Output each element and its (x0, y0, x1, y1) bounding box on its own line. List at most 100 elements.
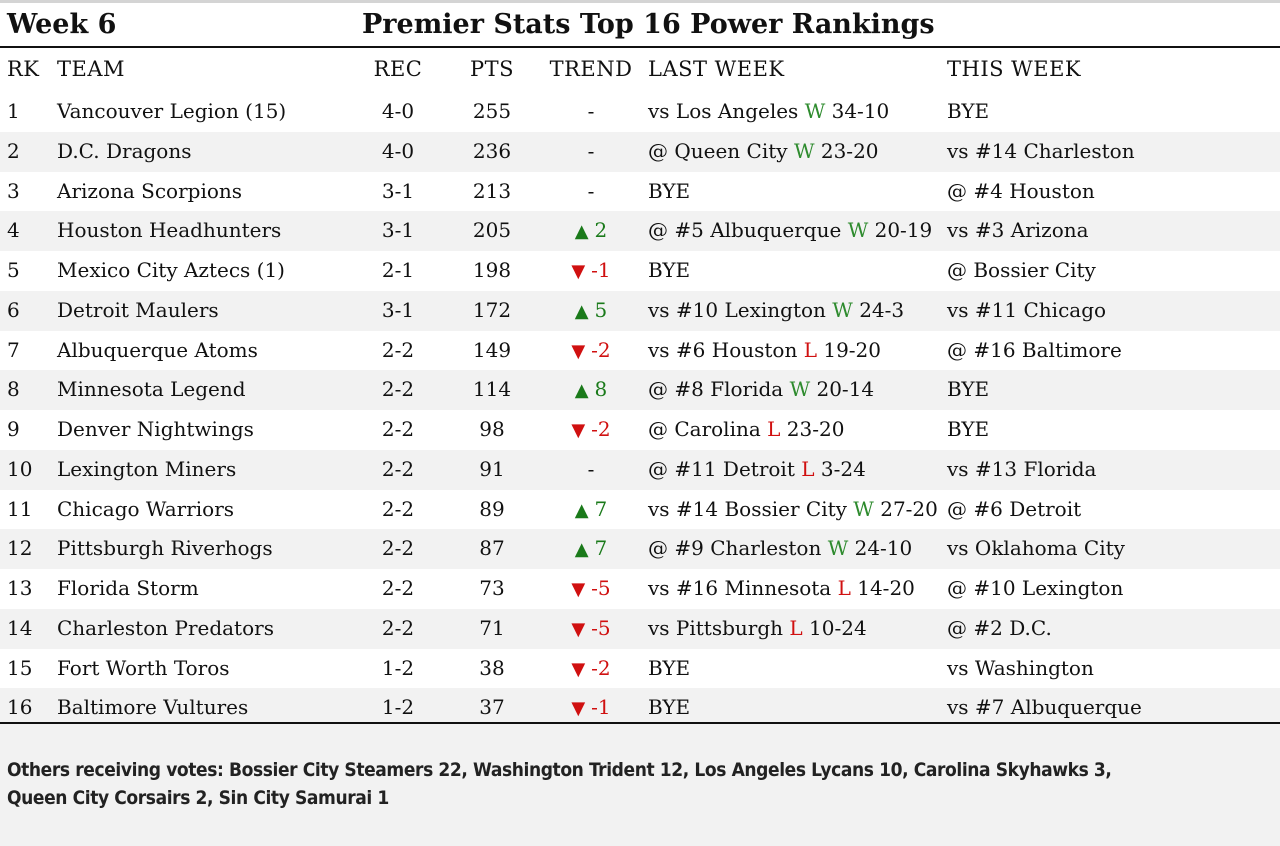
week-label: Week 6 (7, 9, 117, 40)
win-marker: W (793, 138, 815, 163)
record-cell: 1-2 (381, 695, 415, 720)
trend-value: -5 (591, 615, 611, 640)
rankings-table-body: 1 Vancouver Legion (15) 4-0 255- vs Los Ange… (0, 92, 1280, 728)
trend-cell: ▲ 5 (545, 291, 637, 332)
last-week-score: 24-10 (848, 536, 913, 561)
this-week-cell: vs Washington (947, 655, 1094, 680)
trend-value: -2 (591, 417, 611, 441)
points-cell: 198 (472, 258, 512, 282)
this-week-cell: @ #2 D.C. (947, 615, 1052, 640)
trend-cell: - (545, 132, 637, 172)
last-week-score: 24-3 (852, 297, 905, 322)
points-cell: 213 (472, 178, 512, 203)
record-cell: 3-1 (381, 297, 415, 322)
team-cell: Denver Nightwings (57, 417, 254, 441)
rank-cell: 1 (7, 99, 20, 123)
last-week-score: 3-24 (814, 456, 866, 481)
table-row: 3 Arizona Scorpions 3-1 213 - BYE @ #4 Houston (0, 172, 1280, 212)
points-cell: 255 (472, 99, 512, 123)
loss-marker: L (767, 417, 781, 441)
last-week-opponent: BYE (648, 178, 691, 203)
trend-value: -2 (591, 655, 611, 680)
win-marker: W (847, 218, 869, 243)
triangle-down-icon: ▼ (571, 618, 586, 640)
last-week-cell: BYE (648, 251, 690, 291)
trend-cell: - (545, 92, 637, 132)
trend-cell: ▲ 7 (545, 529, 637, 570)
header-points: PTS (469, 57, 515, 81)
points-cell: 236 (472, 138, 512, 163)
record-cell: 2-2 (381, 496, 415, 521)
table-row: 5 Mexico City Aztecs (1) 2-1 198 ▼ -1 BYE @ Bos… (0, 251, 1280, 291)
points-cell: 71 (479, 615, 505, 640)
trend-value: - (587, 138, 595, 163)
footer: Others receiving votes: Bossier City Ste… (0, 724, 1280, 846)
team-cell: Chicago Warriors (57, 496, 235, 521)
last-week-opponent: vs #14 Bossier City (648, 496, 854, 521)
rank-cell: 9 (7, 417, 20, 441)
last-week-opponent: @ #8 Florida (648, 377, 790, 402)
rank-cell: 6 (7, 297, 20, 322)
trend-value: - (587, 99, 595, 123)
this-week-cell: vs Oklahoma City (947, 536, 1125, 561)
last-week-opponent: @ #9 Charleston (648, 536, 828, 561)
team-cell: Charleston Predators (57, 615, 274, 640)
title-divider (0, 46, 1280, 48)
loss-marker: L (789, 615, 803, 640)
footer-line-1: Others receiving votes: Bossier City Ste… (7, 759, 1112, 781)
table-row: 9 Denver Nightwings 2-2 98 ▼ -2 @ Carolina L 2… (0, 410, 1280, 450)
trend-cell: ▼ -5 (545, 569, 637, 610)
triangle-up-icon: ▲ (574, 499, 589, 521)
this-week-cell: BYE (947, 99, 990, 123)
last-week-score: 10-24 (802, 615, 867, 640)
triangle-down-icon: ▼ (571, 340, 586, 362)
header-this-week: THIS WEEK (947, 57, 1082, 81)
trend-cell: ▼ -2 (545, 410, 637, 451)
rank-cell: 11 (7, 496, 33, 521)
rank-cell: 7 (7, 337, 20, 362)
this-week-cell: vs #13 Florida (947, 456, 1097, 481)
trend-cell: ▼ -2 (545, 649, 637, 690)
trend-value: 2 (594, 218, 608, 243)
header-last-week: LAST WEEK (648, 57, 785, 81)
points-cell: 149 (472, 337, 512, 362)
last-week-cell: @ Carolina L 23-20 (648, 410, 844, 450)
trend-cell: ▼ -2 (545, 331, 637, 372)
last-week-cell: vs Los Angeles W 34-10 (648, 92, 889, 132)
points-cell: 38 (479, 655, 505, 680)
rank-cell: 13 (7, 576, 33, 600)
last-week-cell: BYE (648, 649, 690, 689)
this-week-cell: @ #6 Detroit (947, 496, 1082, 521)
table-row: 4 Houston Headhunters 3-1 205 ▲ 2 @ #5 Albuque… (0, 211, 1280, 251)
points-cell: 73 (479, 576, 505, 600)
triangle-down-icon: ▼ (571, 658, 586, 680)
last-week-score: 23-20 (814, 138, 879, 163)
trend-cell: - (545, 172, 637, 212)
win-marker: W (804, 99, 826, 123)
last-week-cell: vs #6 Houston L 19-20 (648, 331, 881, 371)
points-cell: 205 (472, 218, 512, 243)
record-cell: 2-2 (381, 456, 415, 481)
last-week-opponent: BYE (648, 695, 691, 720)
top-rule (0, 0, 1280, 3)
trend-value: 7 (594, 496, 608, 521)
win-marker: W (832, 297, 853, 322)
win-marker: W (827, 536, 849, 561)
points-cell: 89 (479, 496, 505, 521)
loss-marker: L (837, 576, 851, 600)
team-cell: Vancouver Legion (15) (57, 99, 287, 123)
record-cell: 2-2 (381, 536, 415, 561)
trend-value: - (587, 456, 595, 481)
record-cell: 2-2 (381, 576, 415, 600)
team-cell: D.C. Dragons (57, 138, 192, 163)
last-week-score: 20-19 (868, 218, 933, 243)
last-week-cell: @ #5 Albuquerque W 20-19 (648, 211, 932, 251)
table-row: 10 Lexington Miners 2-2 91 - @ #11 Detroit L … (0, 449, 1280, 490)
header-record: REC (373, 57, 423, 81)
last-week-score: 20-14 (810, 377, 875, 402)
last-week-cell: vs #10 Lexington W 24-3 (648, 291, 904, 331)
last-week-cell: @ #8 Florida W 20-14 (648, 370, 874, 410)
trend-value: -1 (591, 695, 611, 720)
this-week-cell: @ #4 Houston (947, 178, 1095, 203)
rank-cell: 3 (7, 178, 20, 203)
